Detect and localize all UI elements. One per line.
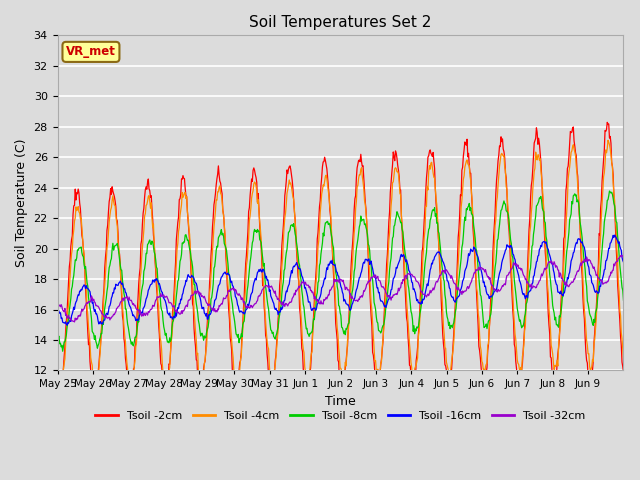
Tsoil -16cm [431,253,439,259]
Tsoil -4cm [604,137,612,143]
Tsoil -4cm [253,188,260,194]
Tsoil -4cm [275,326,282,332]
Tsoil -32cm [253,299,260,304]
Tsoil -8cm [54,333,61,339]
Tsoil -32cm [121,295,129,300]
Tsoil -32cm [275,295,282,301]
Tsoil -4cm [620,356,627,362]
Line: Tsoil -2cm: Tsoil -2cm [58,122,623,396]
Tsoil -8cm [275,324,282,330]
Tsoil -32cm [618,252,626,258]
Tsoil -8cm [225,271,232,277]
X-axis label: Time: Time [325,395,356,408]
Tsoil -2cm [253,180,260,185]
Tsoil -16cm [253,274,260,279]
Text: VR_met: VR_met [66,46,116,59]
Tsoil -16cm [275,312,282,318]
Tsoil -16cm [121,286,129,292]
Tsoil -4cm [431,185,439,191]
Line: Tsoil -8cm: Tsoil -8cm [58,191,623,351]
Tsoil -32cm [400,277,408,283]
Title: Soil Temperatures Set 2: Soil Temperatures Set 2 [250,15,432,30]
Tsoil -8cm [59,348,67,354]
Tsoil -32cm [431,282,439,288]
Tsoil -2cm [121,341,129,347]
Tsoil -8cm [605,188,613,194]
Tsoil -8cm [121,295,129,300]
Tsoil -2cm [620,370,627,375]
Tsoil -4cm [121,332,129,338]
Tsoil -2cm [91,393,99,398]
Tsoil -4cm [400,243,408,249]
Tsoil -8cm [253,229,260,235]
Tsoil -16cm [611,232,618,238]
Tsoil -32cm [225,288,232,293]
Tsoil -4cm [54,369,61,374]
Tsoil -16cm [225,272,232,278]
Legend: Tsoil -2cm, Tsoil -4cm, Tsoil -8cm, Tsoil -16cm, Tsoil -32cm: Tsoil -2cm, Tsoil -4cm, Tsoil -8cm, Tsoi… [91,406,590,425]
Tsoil -2cm [275,315,282,321]
Tsoil -16cm [400,252,408,258]
Line: Tsoil -4cm: Tsoil -4cm [58,140,623,388]
Tsoil -2cm [54,379,61,384]
Tsoil -4cm [225,291,232,297]
Tsoil -2cm [400,252,408,257]
Tsoil -2cm [604,120,611,125]
Tsoil -16cm [63,323,71,328]
Tsoil -16cm [54,303,61,309]
Line: Tsoil -16cm: Tsoil -16cm [58,235,623,325]
Tsoil -8cm [400,237,408,243]
Tsoil -16cm [620,259,627,265]
Line: Tsoil -32cm: Tsoil -32cm [58,255,623,322]
Tsoil -2cm [225,307,232,312]
Tsoil -32cm [620,255,627,261]
Y-axis label: Soil Temperature (C): Soil Temperature (C) [15,139,28,267]
Tsoil -2cm [431,186,439,192]
Tsoil -8cm [620,298,627,303]
Tsoil -4cm [56,385,64,391]
Tsoil -32cm [54,303,61,309]
Tsoil -8cm [431,214,439,219]
Tsoil -32cm [70,319,78,325]
